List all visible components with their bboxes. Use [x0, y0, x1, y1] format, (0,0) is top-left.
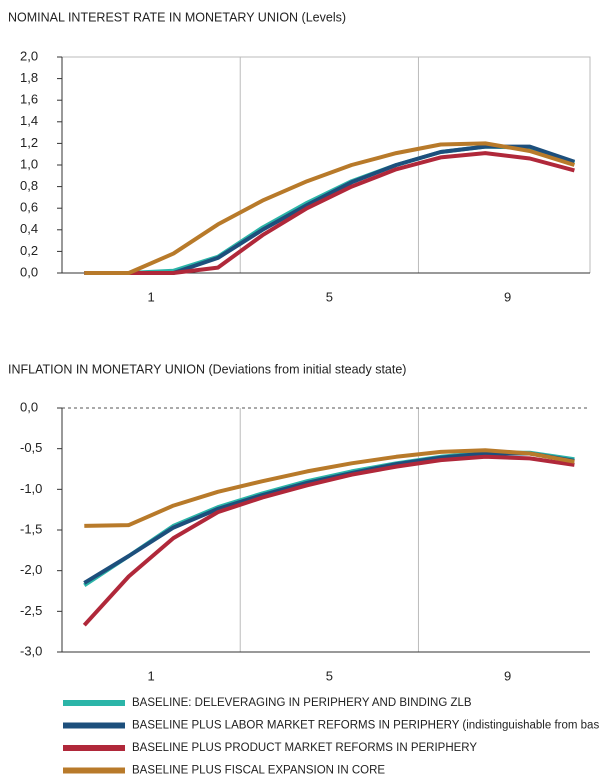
y-tick-label: 0,4: [20, 221, 38, 236]
y-tick-label: 1,8: [20, 70, 38, 85]
legend-swatch: [63, 722, 125, 729]
y-tick-label: -1,5: [20, 521, 42, 536]
y-tick-label: 1,6: [20, 92, 38, 107]
x-tick-label: 1: [147, 289, 154, 304]
x-tick-label: 5: [326, 289, 333, 304]
y-tick-label: 0,8: [20, 178, 38, 193]
x-tick-label: 9: [504, 289, 511, 304]
y-tick-label: 0,2: [20, 243, 38, 258]
series-line: [82, 454, 575, 627]
y-tick-label: 1,2: [20, 135, 38, 150]
legend-label: BASELINE PLUS LABOR MARKET REFORMS IN PE…: [132, 720, 599, 732]
series-line: [84, 144, 576, 275]
series-line: [84, 141, 575, 275]
legend-swatch: [63, 745, 125, 751]
series-line: [84, 448, 575, 528]
series-line: [83, 450, 575, 587]
y-tick-label: 0,6: [20, 200, 38, 215]
legend-label: BASELINE: DELEVERAGING IN PERIPHERY AND …: [132, 697, 472, 709]
x-tick-label: 5: [326, 668, 333, 683]
y-tick-label: -0,5: [20, 440, 42, 455]
legend-label: BASELINE PLUS FISCAL EXPANSION IN CORE: [132, 765, 385, 777]
y-tick-label: -2,5: [20, 603, 42, 618]
legend-swatch: [63, 700, 125, 706]
y-tick-label: 1,4: [20, 113, 38, 128]
series-line: [83, 451, 575, 585]
y-tick-label: -1,0: [20, 481, 42, 496]
legend-label: BASELINE PLUS PRODUCT MARKET REFORMS IN …: [132, 742, 477, 754]
legend-swatch: [63, 767, 125, 774]
x-tick-label: 1: [147, 668, 154, 683]
chart-title: NOMINAL INTEREST RATE IN MONETARY UNION …: [8, 10, 346, 24]
y-tick-label: -2,0: [20, 562, 42, 577]
plot-frame: [62, 56, 591, 273]
y-tick-label: 0,0: [20, 264, 38, 279]
x-tick-label: 9: [504, 668, 511, 683]
y-tick-label: -3,0: [20, 643, 42, 658]
y-tick-label: 2,0: [20, 48, 38, 63]
series-line: [84, 151, 575, 275]
y-tick-label: 0,0: [20, 399, 38, 414]
y-tick-label: 1,0: [20, 156, 38, 171]
series-line: [84, 144, 576, 275]
chart-title: INFLATION IN MONETARY UNION (Deviations …: [8, 362, 406, 376]
